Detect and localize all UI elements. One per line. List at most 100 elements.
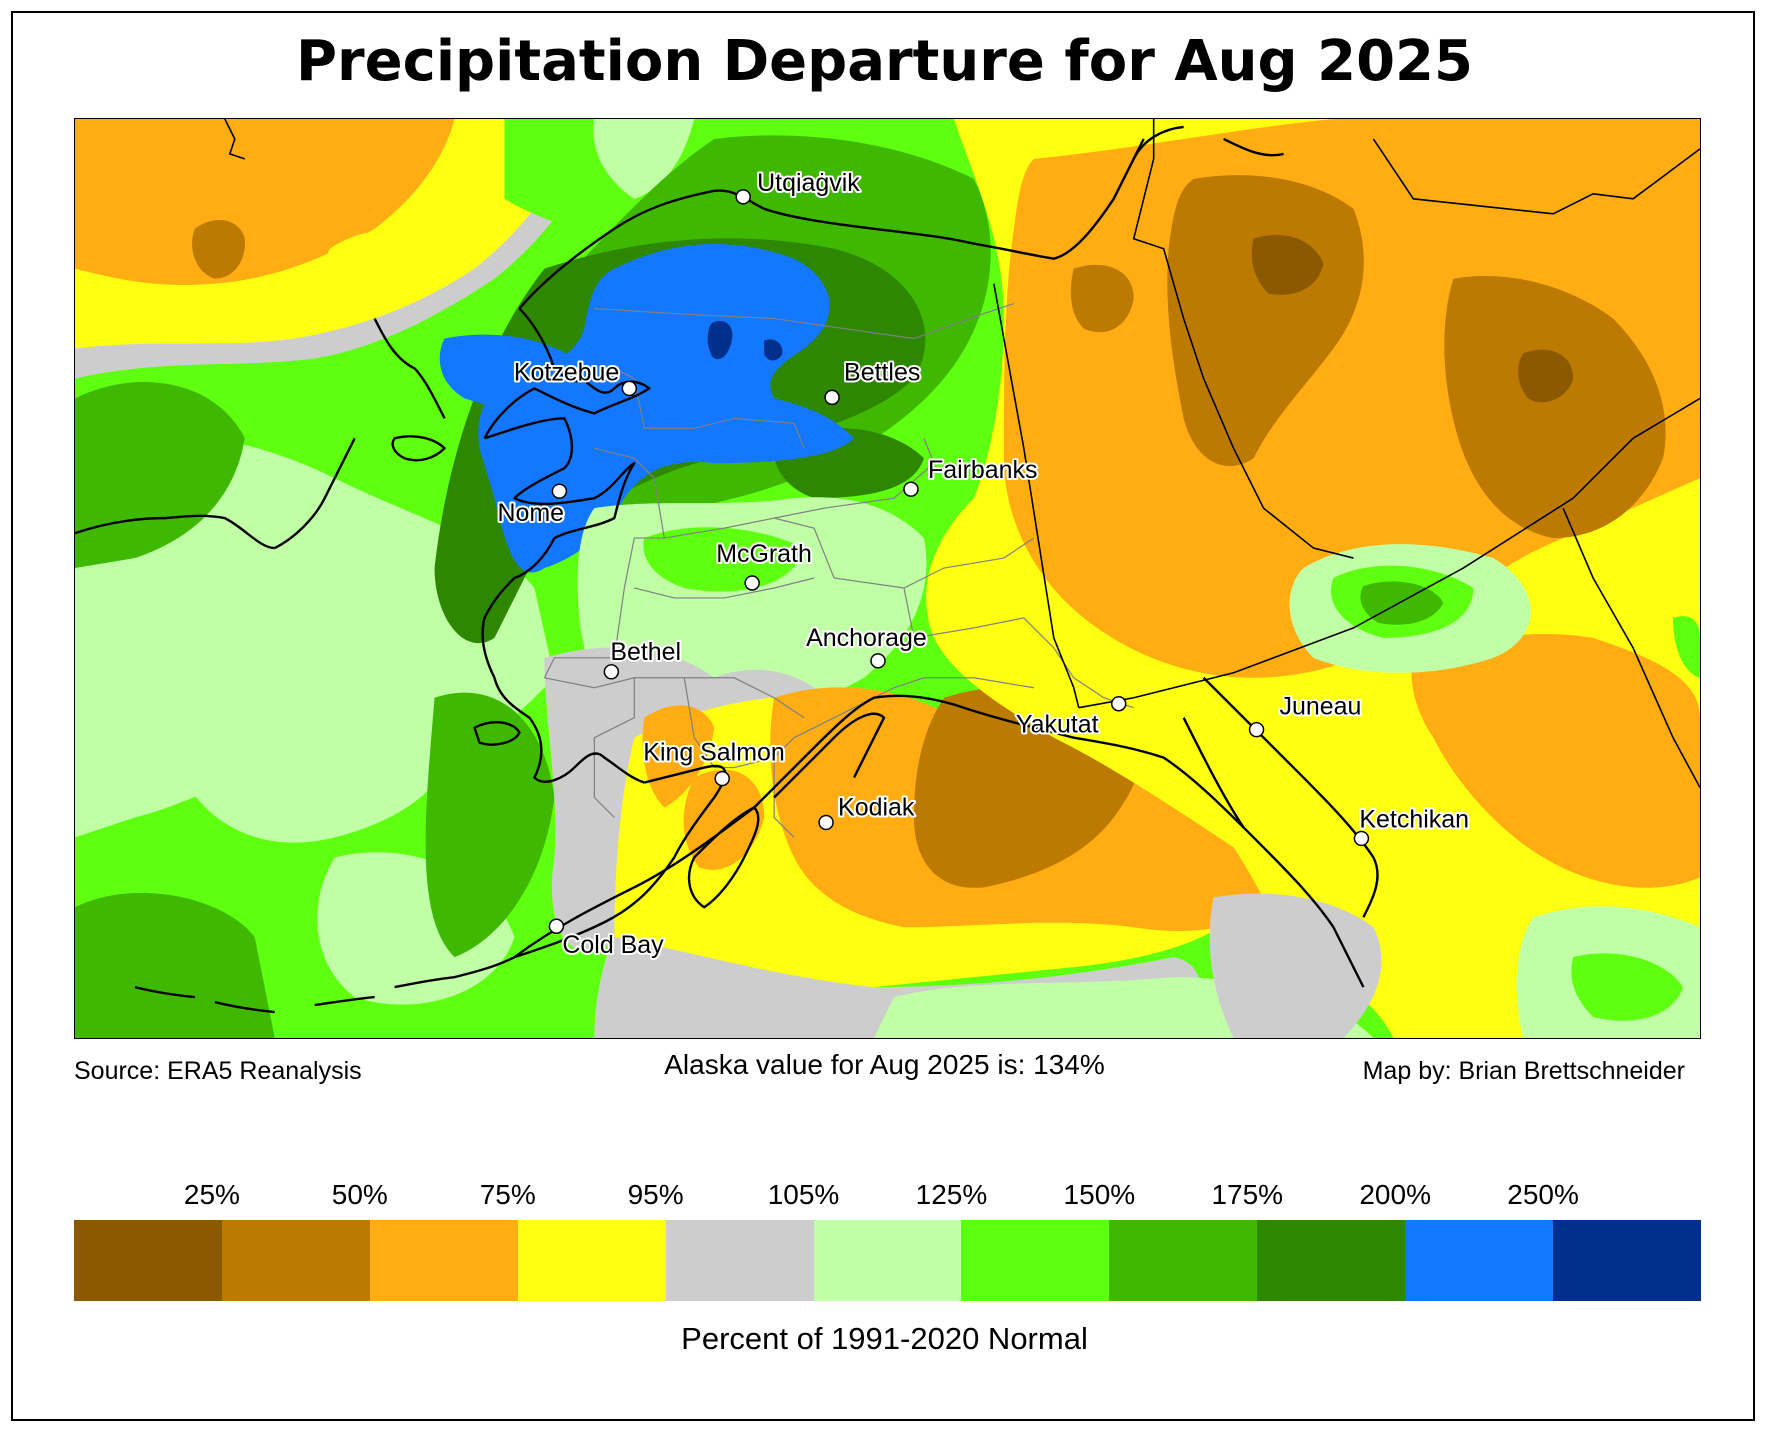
source-caption: Source: ERA5 Reanalysis [74,1057,362,1085]
legend-swatch [961,1220,1110,1301]
legend-swatch [665,1220,814,1301]
city-bettles: Bettles [824,356,922,406]
credit-caption: Map by: Brian Brettschneider [1362,1057,1685,1085]
city-label: Kotzebue [514,358,619,386]
legend-tick-label: 200% [1359,1179,1431,1210]
city-marker [1110,695,1127,712]
precip-fields [75,119,1700,1038]
field-25-50 [1444,276,1666,539]
borough-border [634,577,815,599]
chukotka-coast [75,318,446,550]
field-25-50 [1070,264,1134,333]
city-marker [551,483,568,499]
city-label: Ketchikan [1359,805,1469,833]
city-marker [603,664,620,680]
legend-tick-label: 125% [915,1179,988,1210]
borough-border [664,438,935,539]
figure-frame [11,11,1755,1421]
field-125-150 [643,527,805,592]
national-borders [224,119,1700,788]
legend-ticks: 25% 50% 75% 95% 105% 125% 150% 175% 200% 250% [74,1178,1701,1212]
city-label: Anchorage [806,624,927,652]
city-marker [548,918,565,934]
legend-tick-label: 75% [479,1179,536,1210]
legend-swatch [1257,1220,1406,1301]
legend-swatch [1405,1220,1554,1301]
legend-tick-label: 250% [1507,1179,1579,1210]
city-king-salmon: King Salmon [641,737,787,787]
field-0-25 [1251,234,1324,295]
st-lawrence-island [391,435,446,462]
city-mcgrath: McGrath [714,538,814,591]
borough-border [593,677,635,818]
field-95-105 [1209,893,1382,1038]
alaska-yukon-border [993,283,1080,708]
borough-border [594,303,1015,340]
legend-tick-label: 95% [627,1179,684,1210]
city-label: Nome [497,499,564,527]
city-label: Utqiaġvik [757,169,860,197]
city-kotzebue: Kotzebue [512,356,638,397]
field-50-75 [75,119,455,285]
bering-coast [481,537,645,784]
precipitation-map: Utqiaġvik Kotzebue Bettles Fairbanks Nom… [74,118,1701,1039]
coastlines [75,125,1379,1014]
map-title: Precipitation Departure for Aug 2025 [296,29,1473,94]
legend-swatch [1109,1220,1258,1301]
field-105-125 [593,119,695,199]
city-label: Fairbanks [928,456,1038,484]
city-label: McGrath [716,540,812,568]
color-legend [74,1220,1701,1301]
legend-swatch [369,1220,518,1301]
city-marker [818,814,834,831]
legend-tick-label: 105% [767,1179,840,1210]
legend-swatch [517,1220,666,1301]
city-marker [1353,830,1370,847]
bc-alberta-border [1562,507,1700,788]
cook-inlet [773,712,886,799]
alaska-peninsula-south [513,694,1365,988]
field-250-plus [764,339,783,361]
map-canvas: Utqiaġvik Kotzebue Bettles Fairbanks Nom… [75,119,1700,1038]
mackenzie-delta [1132,125,1284,160]
city-marker [903,481,919,497]
field-150-175 [425,692,555,958]
legend-tick-label: 25% [183,1179,240,1210]
city-anchorage: Anchorage [804,622,929,669]
field-150-175 [75,892,275,1038]
statewide-value-caption: Alaska value for Aug 2025 is: 134% [664,1049,1105,1080]
cities: Utqiaġvik Kotzebue Bettles Fairbanks Nom… [495,167,1470,961]
aleutians [134,956,515,1014]
city-cold-bay: Cold Bay [548,918,666,961]
legend-tick-label: 150% [1063,1179,1136,1210]
field-0-25 [1518,349,1574,403]
city-marker [824,389,840,406]
internal-borders [543,303,1134,838]
legend-swatch [1553,1220,1701,1301]
legend-tick-label: 50% [331,1179,388,1210]
yukon-nwt-border [1132,119,1354,559]
southeast-panhandle [1182,676,1379,918]
field-25-50 [192,220,246,279]
field-250-plus [707,320,733,360]
legend-tick-label: 175% [1211,1179,1284,1210]
arctic-coast [518,138,1145,310]
city-label: Yakutat [1016,711,1099,739]
field-105-125 [174,657,448,843]
nunivak-island [473,721,521,746]
city-marker [735,189,751,205]
city-label: Bethel [610,638,681,666]
city-bethel: Bethel [603,636,683,680]
bristol-bay [514,764,727,959]
borough-border [683,677,1034,769]
legend-swatch [221,1220,370,1301]
field-200-250 [478,243,855,573]
borough-border [903,587,1075,679]
field-200-250 [439,334,575,413]
legend-swatch [74,1220,222,1301]
city-label: Kodiak [838,793,915,821]
field-50-75 [642,705,715,808]
city-label: Juneau [1280,693,1362,721]
field-50-75 [1411,633,1700,888]
nwt-nunavut-border [1372,138,1700,215]
